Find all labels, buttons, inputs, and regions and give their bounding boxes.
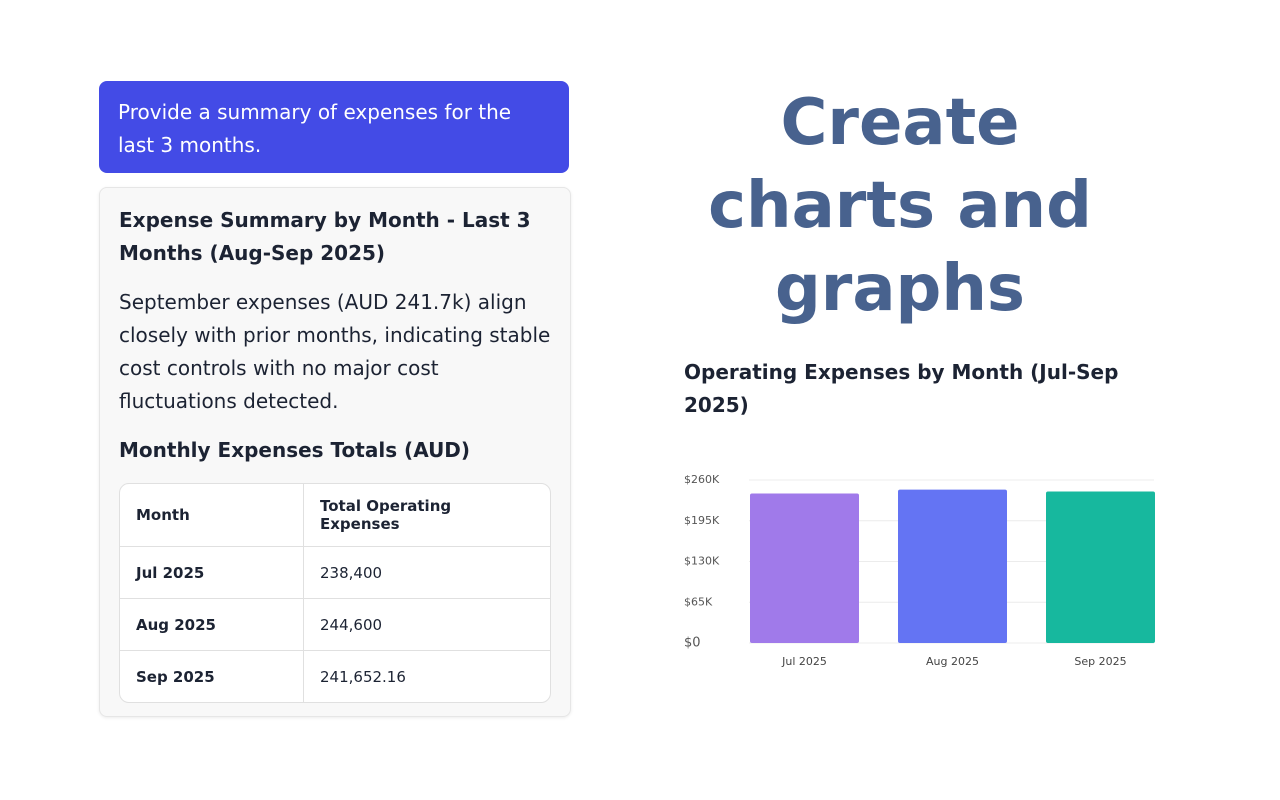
chart: Operating Expenses by Month (Jul-Sep 202… xyxy=(684,360,1155,668)
y-tick-label: $65K xyxy=(684,595,713,608)
table-cell: Jul 2025 xyxy=(120,547,304,599)
table-header-cell: Month xyxy=(120,484,304,547)
headline: Create charts and graphs xyxy=(708,86,1092,326)
y-tick-label: $260K xyxy=(684,473,720,486)
y-tick-label: $0 xyxy=(684,636,701,651)
x-tick-label: Aug 2025 xyxy=(926,655,979,668)
y-tick-label: $130K xyxy=(684,555,720,568)
table-heading: Monthly Expenses Totals (AUD) xyxy=(119,438,471,462)
card-title: Expense Summary by Month - Last 3 Months… xyxy=(119,208,531,265)
user-prompt: Provide a summary of expenses for the la… xyxy=(99,81,569,173)
expense-table: Month Total Operating Expenses Jul 2025 238… xyxy=(119,483,551,703)
x-tick-label: Sep 2025 xyxy=(1074,655,1126,668)
table-row: Jul 2025 238,400 xyxy=(120,547,550,599)
table-cell: 238,400 xyxy=(304,547,550,599)
x-tick-label: Jul 2025 xyxy=(781,655,827,668)
card-paragraph: September expenses (AUD 241.7k) align cl… xyxy=(119,290,551,413)
chart-title: Operating Expenses by Month (Jul-Sep 202… xyxy=(684,360,1119,417)
table-row: Aug 2025 244,600 xyxy=(120,599,550,651)
table-row: Sep 2025 241,652.16 xyxy=(120,651,550,702)
bar xyxy=(898,489,1007,643)
table-cell: Sep 2025 xyxy=(120,651,304,702)
table-cell: 241,652.16 xyxy=(320,667,406,686)
table-cell: 244,600 xyxy=(304,599,550,651)
chart-title-box: Operating Expenses by Month (Jul-Sep 202… xyxy=(684,360,1119,417)
bar xyxy=(750,493,859,643)
table-header-cell: Total Operating Expenses xyxy=(304,484,550,547)
y-tick-label: $195K xyxy=(684,514,720,527)
bar xyxy=(1046,491,1155,643)
response-card: Expense Summary by Month - Last 3 Months… xyxy=(99,187,571,717)
table-cell: Aug 2025 xyxy=(120,599,304,651)
